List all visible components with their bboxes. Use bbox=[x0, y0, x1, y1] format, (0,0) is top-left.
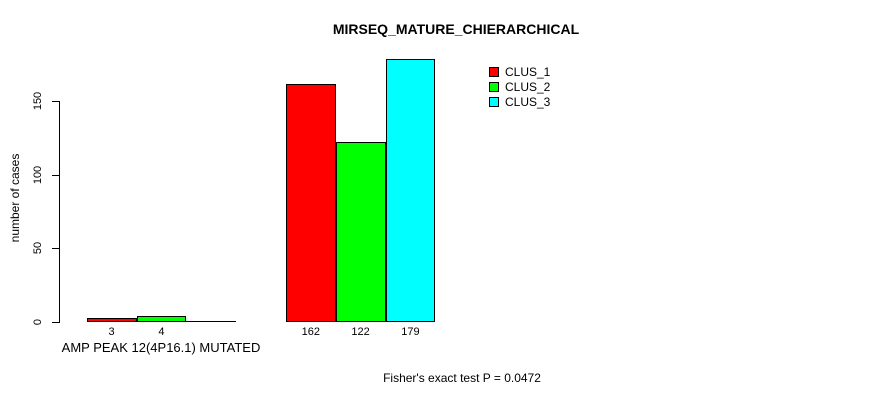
bar-clus_2-group2 bbox=[336, 142, 386, 322]
bar-clus_3-group1 bbox=[186, 321, 236, 322]
legend-entry-clus1: CLUS_1 bbox=[489, 64, 550, 79]
bar-value-label: 4 bbox=[158, 326, 165, 338]
legend-label-clus2: CLUS_2 bbox=[505, 79, 551, 94]
y-axis-line bbox=[59, 101, 60, 323]
y-axis-tick bbox=[52, 322, 59, 323]
y-axis-tick bbox=[52, 248, 59, 249]
legend-swatch-cyan bbox=[489, 96, 499, 107]
bar-value-label: 179 bbox=[401, 326, 420, 338]
bar-value-label: 162 bbox=[301, 326, 320, 338]
y-axis-tick-label: 50 bbox=[32, 241, 44, 255]
bar-clus_3-group2 bbox=[386, 59, 435, 322]
legend-swatch-red bbox=[489, 66, 499, 77]
y-axis-tick-label: 150 bbox=[32, 91, 44, 111]
legend-entry-clus3: CLUS_3 bbox=[489, 94, 550, 109]
y-axis-tick bbox=[52, 101, 59, 102]
y-axis-tick-label: 100 bbox=[32, 165, 44, 185]
bar-clus_2-group1 bbox=[137, 316, 186, 322]
legend-entry-clus2: CLUS_2 bbox=[489, 79, 550, 94]
legend-label-clus3: CLUS_3 bbox=[505, 94, 551, 109]
bar-value-label: 3 bbox=[108, 326, 115, 338]
y-axis-tick bbox=[52, 175, 59, 176]
chart-title: MIRSEQ_MATURE_CHIERARCHICAL bbox=[332, 21, 580, 37]
group1-axis-label: AMP PEAK 12(4P16.1) MUTATED bbox=[61, 340, 261, 355]
legend: CLUS_1 CLUS_2 CLUS_3 bbox=[489, 64, 550, 109]
legend-label-clus1: CLUS_1 bbox=[505, 64, 551, 79]
y-axis-tick-label: 0 bbox=[32, 318, 44, 326]
fisher-test-annotation: Fisher's exact test P = 0.0472 bbox=[383, 371, 541, 385]
legend-swatch-green bbox=[489, 81, 499, 92]
bar-clus_1-group2 bbox=[286, 84, 336, 322]
bar-clus_1-group1 bbox=[87, 318, 137, 322]
bar-value-label: 122 bbox=[351, 326, 370, 338]
